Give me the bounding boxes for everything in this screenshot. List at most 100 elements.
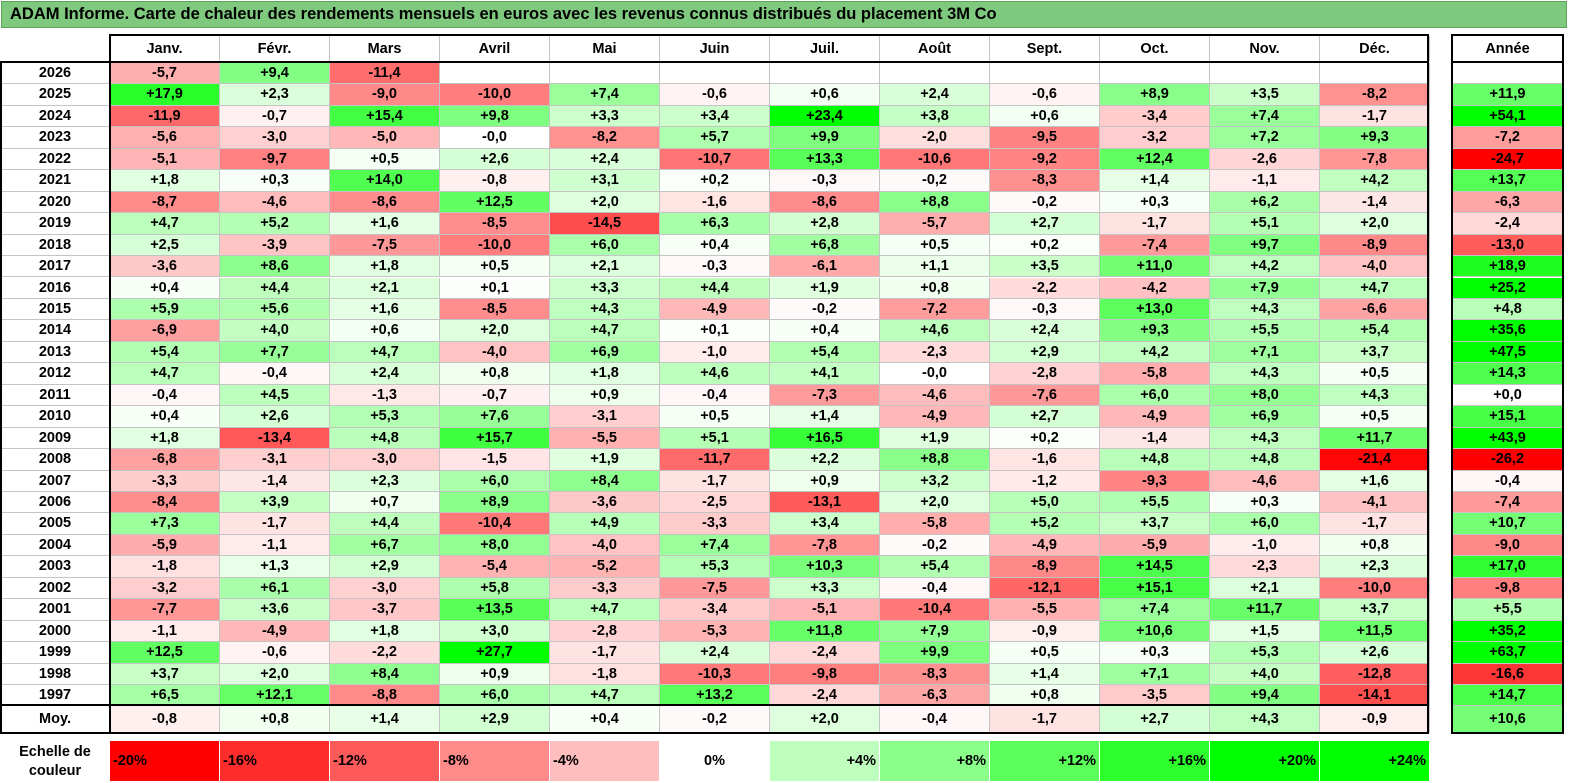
heatmap-cell: -5,5 xyxy=(550,427,660,450)
heatmap-cell: -9,8 xyxy=(770,663,880,686)
heatmap-cell: +6,2 xyxy=(1210,191,1320,214)
average-cell: +2,7 xyxy=(1100,706,1210,733)
heatmap-cell: +1,8 xyxy=(110,170,220,192)
heatmap-cell: +1,8 xyxy=(330,256,440,278)
month-header: Févr. xyxy=(220,36,330,62)
heatmap-cell: -5,1 xyxy=(770,599,880,621)
heatmap-cell: +3,3 xyxy=(550,105,660,128)
month-header: Janv. xyxy=(110,36,220,62)
heatmap-cell: -5,7 xyxy=(880,213,990,235)
heatmap-cell: -10,0 xyxy=(1320,577,1430,600)
heatmap-cell: -0,4 xyxy=(220,363,330,385)
heatmap-cell: +2,5 xyxy=(110,234,220,257)
heatmap-cell: +1,3 xyxy=(220,556,330,578)
heatmap-cell: -0,6 xyxy=(660,84,770,106)
year-row-label: 2000 xyxy=(0,620,110,643)
year-row-label: 2018 xyxy=(0,234,110,257)
heatmap-cell: -11,7 xyxy=(660,449,770,471)
heatmap-cell: -1,7 xyxy=(1320,105,1430,128)
heatmap-cell: +6,0 xyxy=(1210,513,1320,535)
heatmap-cell: +2,6 xyxy=(440,148,550,171)
heatmap-cell xyxy=(1320,63,1430,85)
month-header: Oct. xyxy=(1100,36,1210,62)
heatmap-cell: +23,4 xyxy=(770,105,880,128)
average-cell: -0,4 xyxy=(880,706,990,733)
heatmap-cell: -4,9 xyxy=(990,534,1100,557)
color-scale-swatch: -16% xyxy=(220,741,330,781)
heatmap-cell: -1,7 xyxy=(220,513,330,535)
heatmap-cell: -7,5 xyxy=(330,234,440,257)
heatmap-cell: -5,8 xyxy=(1100,363,1210,385)
heatmap-cell: -5,4 xyxy=(440,556,550,578)
heatmap-cell: -12,1 xyxy=(990,577,1100,600)
heatmap-cell: +13,0 xyxy=(1100,298,1210,321)
heatmap-cell: -3,5 xyxy=(1100,685,1210,707)
year-row-label: 2022 xyxy=(0,148,110,171)
heatmap-cell: -3,1 xyxy=(220,449,330,471)
year-row-label: 2017 xyxy=(0,256,110,278)
heatmap-cell: -0,9 xyxy=(990,620,1100,643)
heatmap-cell xyxy=(550,63,660,85)
heatmap-cell: -6,9 xyxy=(110,320,220,342)
heatmap-cell: +2,0 xyxy=(440,320,550,342)
heatmap-cell: +4,2 xyxy=(1100,341,1210,364)
heatmap-cell xyxy=(440,63,550,85)
heatmap-cell: +0,1 xyxy=(660,320,770,342)
heatmap-cell: +4,7 xyxy=(110,363,220,385)
average-row-label: Moy. xyxy=(0,706,110,733)
heatmap-cell: -2,4 xyxy=(770,642,880,664)
heatmap-cell: +6,0 xyxy=(550,234,660,257)
heatmap-cell: -1,6 xyxy=(990,449,1100,471)
month-header: Nov. xyxy=(1210,36,1320,62)
color-scale-swatch: +12% xyxy=(990,741,1100,781)
year-row-label: 2007 xyxy=(0,470,110,492)
heatmap-cell: +4,3 xyxy=(1210,298,1320,321)
heatmap-cell: +5,3 xyxy=(1210,642,1320,664)
heatmap-cell: +1,9 xyxy=(770,277,880,299)
heatmap-cell: -10,6 xyxy=(880,148,990,171)
heatmap-cell: -4,6 xyxy=(1210,470,1320,492)
heatmap-cell: +1,4 xyxy=(1100,170,1210,192)
heatmap-cell: +9,9 xyxy=(880,642,990,664)
year-row-label: 2021 xyxy=(0,170,110,192)
heatmap-cell: +7,1 xyxy=(1100,663,1210,686)
heatmap-cell: -10,0 xyxy=(440,84,550,106)
color-scale-swatch: -8% xyxy=(440,741,550,781)
heatmap-cell: +5,0 xyxy=(990,492,1100,514)
heatmap-cell: -1,7 xyxy=(660,470,770,492)
month-header: Août xyxy=(880,36,990,62)
heatmap-cell: +4,3 xyxy=(550,298,660,321)
heatmap-cell: +3,1 xyxy=(550,170,660,192)
heatmap-cell: +0,2 xyxy=(660,170,770,192)
heatmap-cell: +7,7 xyxy=(220,341,330,364)
year-row-label: 2015 xyxy=(0,298,110,321)
heatmap-cell: -0,7 xyxy=(440,384,550,407)
heatmap-cell: -1,4 xyxy=(1320,191,1430,214)
heatmap-cell: -7,2 xyxy=(880,298,990,321)
year-row-label: 2008 xyxy=(0,449,110,471)
heatmap-cell: +7,4 xyxy=(1100,599,1210,621)
average-cell: +0,8 xyxy=(220,706,330,733)
heatmap-cell: +5,1 xyxy=(660,427,770,450)
heatmap-cell: +2,8 xyxy=(770,213,880,235)
heatmap-cell: +4,9 xyxy=(550,513,660,535)
heatmap-cell xyxy=(770,63,880,85)
heatmap-cell: +13,2 xyxy=(660,685,770,707)
heatmap-cell: +2,4 xyxy=(330,363,440,385)
heatmap-cell: -1,1 xyxy=(110,620,220,643)
annual-cell: -0,4 xyxy=(1453,470,1562,492)
heatmap-cell: -3,2 xyxy=(110,577,220,600)
year-row-label: 2009 xyxy=(0,427,110,450)
heatmap-cell: -10,3 xyxy=(660,663,770,686)
heatmap-cell: -6,3 xyxy=(880,685,990,707)
heatmap-cell: +2,9 xyxy=(330,556,440,578)
heatmap-cell: +8,0 xyxy=(440,534,550,557)
heatmap-cell: -8,4 xyxy=(110,492,220,514)
heatmap-cell: +0,8 xyxy=(1320,534,1430,557)
heatmap-cell: -13,4 xyxy=(220,427,330,450)
heatmap-cell: -3,4 xyxy=(660,599,770,621)
heatmap-cell: +8,4 xyxy=(550,470,660,492)
heatmap-cell: -1,8 xyxy=(110,556,220,578)
heatmap-cell: -0,0 xyxy=(440,127,550,149)
heatmap-cell: -2,4 xyxy=(770,685,880,707)
